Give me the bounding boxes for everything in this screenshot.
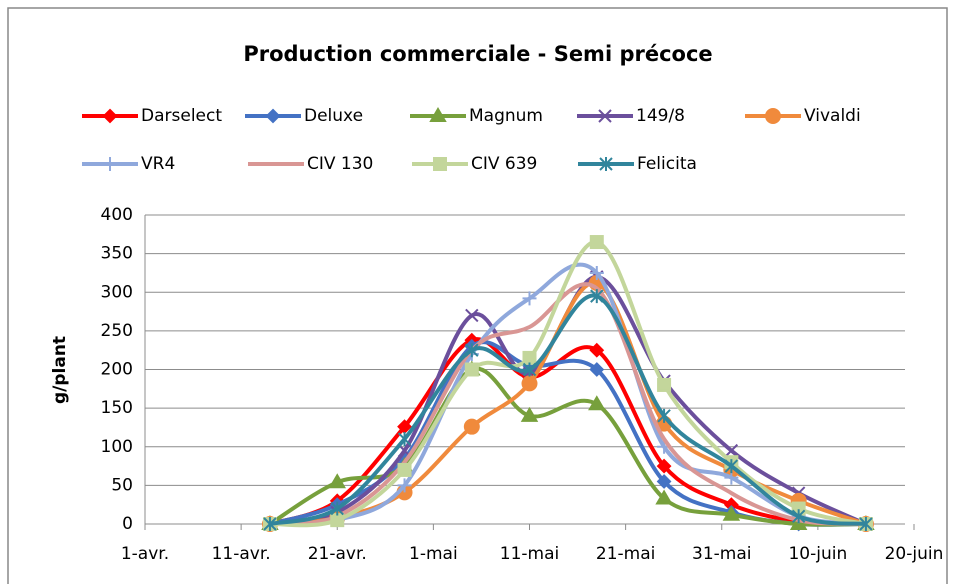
x-tick-label: 1-avr. xyxy=(121,544,169,564)
marker xyxy=(590,289,604,304)
marker xyxy=(330,513,345,528)
marker xyxy=(465,343,479,358)
legend-label: VR4 xyxy=(141,154,175,174)
marker xyxy=(722,505,741,521)
legend-label: Magnum xyxy=(469,106,543,126)
marker xyxy=(103,157,117,171)
marker xyxy=(464,362,479,377)
y-tick-label: 50 xyxy=(111,475,133,495)
legend-label: CIV 639 xyxy=(471,154,537,174)
marker xyxy=(265,108,281,124)
marker xyxy=(598,109,612,123)
y-tick-label: 300 xyxy=(101,282,133,302)
marker xyxy=(656,474,672,489)
x-tick-label: 20-juin xyxy=(885,544,944,564)
series-line xyxy=(269,282,867,526)
marker xyxy=(263,517,277,531)
x-tick-label: 21-mai xyxy=(596,544,655,564)
marker xyxy=(463,418,480,435)
marker xyxy=(657,377,672,392)
y-tick-label: 100 xyxy=(101,437,133,457)
marker xyxy=(588,395,606,411)
marker xyxy=(397,432,412,447)
marker xyxy=(791,509,806,524)
marker xyxy=(657,408,671,423)
marker xyxy=(589,342,605,358)
marker xyxy=(397,462,412,477)
marker xyxy=(102,108,118,124)
marker xyxy=(589,362,605,377)
x-tick-label: 1-mai xyxy=(409,544,458,564)
marker xyxy=(328,473,346,489)
marker xyxy=(724,443,739,458)
marker xyxy=(859,517,873,531)
y-tick-label: 350 xyxy=(101,244,133,264)
y-tick-label: 250 xyxy=(101,321,133,341)
x-tick-label: 11-mai xyxy=(500,544,559,564)
series-line xyxy=(269,240,867,528)
y-axis-label: g/plant xyxy=(50,336,70,404)
x-tick-label: 11-avr. xyxy=(212,544,271,564)
series-line xyxy=(268,366,866,527)
marker xyxy=(522,362,537,377)
x-tick-label: 10-juin xyxy=(788,544,847,564)
series-line xyxy=(269,262,867,527)
legend-label: Darselect xyxy=(141,106,222,126)
x-tick-label: 21-avr. xyxy=(308,544,367,564)
legend-label: Vivaldi xyxy=(804,106,861,126)
marker xyxy=(656,458,672,474)
marker xyxy=(522,350,537,365)
marker xyxy=(599,157,613,171)
marker xyxy=(724,459,739,474)
marker xyxy=(589,265,604,280)
y-tick-label: 150 xyxy=(101,398,133,418)
legend-label: Deluxe xyxy=(304,106,363,126)
marker xyxy=(589,235,604,250)
marker xyxy=(433,157,447,171)
x-tick-label: 31-mai xyxy=(692,544,751,564)
marker xyxy=(765,108,781,124)
series-line xyxy=(269,293,867,526)
chart-title: Production commerciale - Semi précoce xyxy=(243,42,712,66)
marker xyxy=(521,375,538,392)
marker xyxy=(429,107,447,122)
marker xyxy=(330,501,344,516)
marker xyxy=(655,489,673,505)
marker xyxy=(522,291,537,306)
legend-label: Felicita xyxy=(637,154,697,174)
y-tick-label: 400 xyxy=(101,205,133,225)
legend-label: 149/8 xyxy=(636,106,685,126)
y-tick-label: 200 xyxy=(101,360,133,380)
marker xyxy=(520,406,539,422)
y-tick-label: 0 xyxy=(122,514,133,534)
legend-label: CIV 130 xyxy=(307,154,373,174)
marker xyxy=(465,308,479,323)
marker xyxy=(397,478,412,493)
